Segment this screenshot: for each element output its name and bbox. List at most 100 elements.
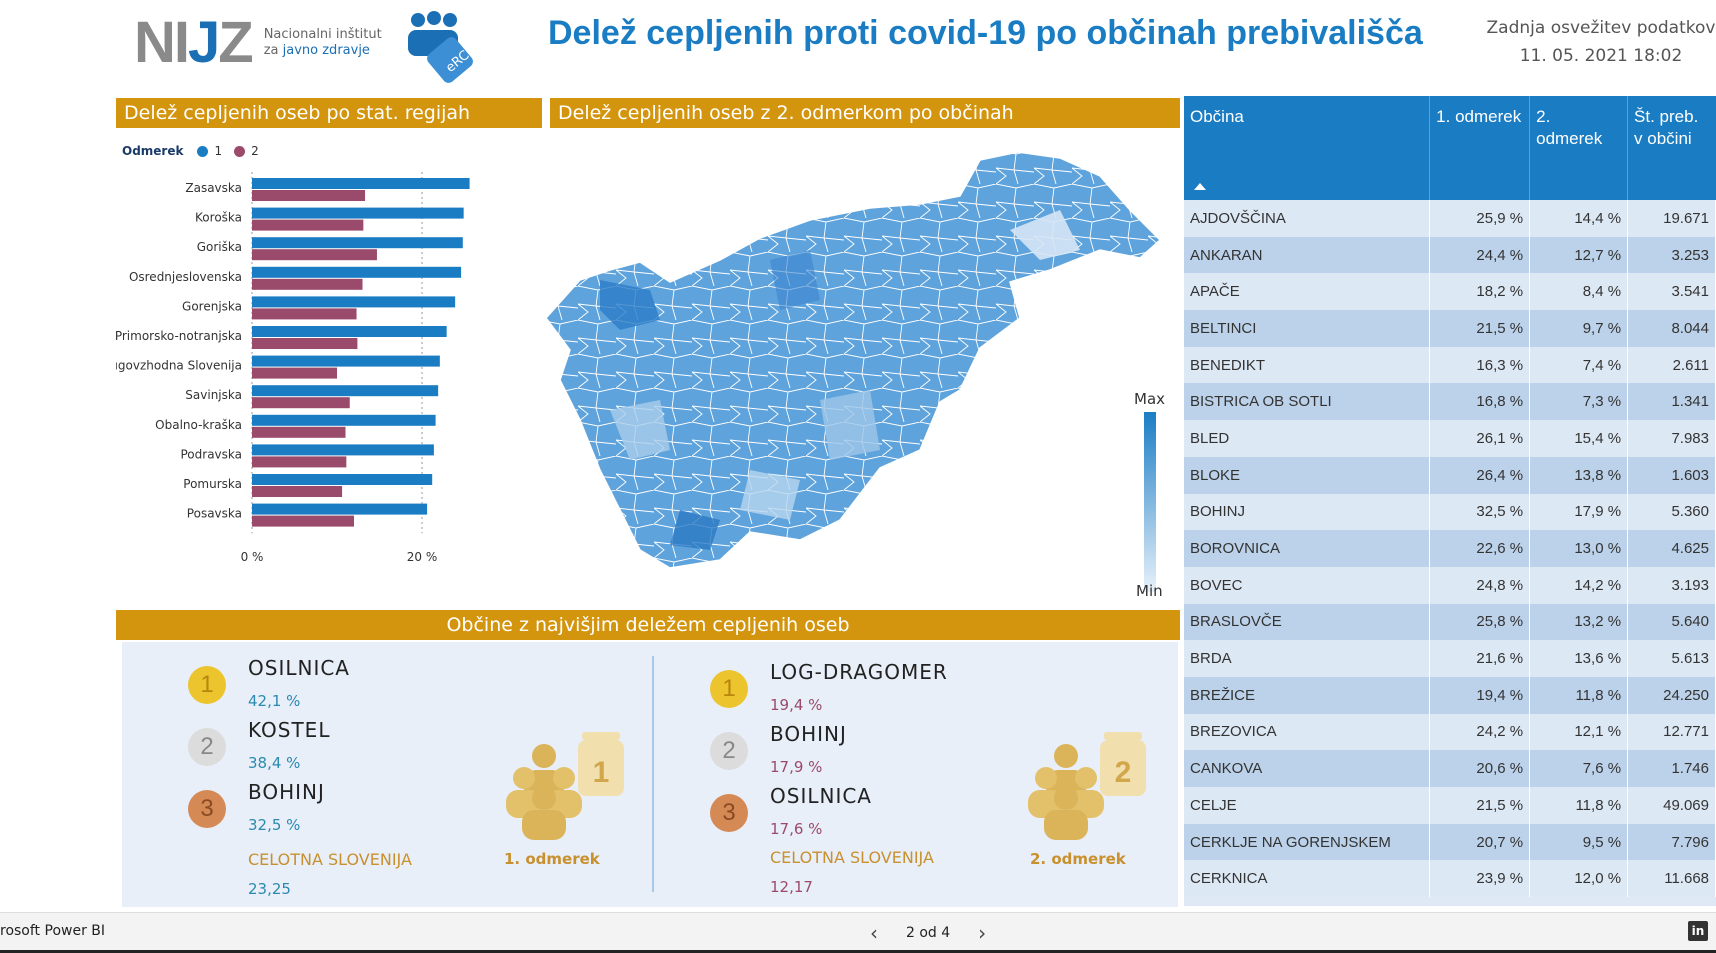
table-row[interactable]: ANKARAN 24,4 % 12,7 % 3.253	[1184, 236, 1716, 274]
regions-bar-chart[interactable]: Zasavska Koroška Goriška Osrednjeslovenska G…	[116, 172, 542, 612]
cell-dose2: 15,4 %	[1529, 420, 1629, 457]
municipality-table[interactable]: Občina 1. odmerek 2. odmerek Št. preb. v…	[1184, 96, 1716, 906]
table-row[interactable]: BOVEC 24,8 % 14,2 % 3.193	[1184, 566, 1716, 604]
table-row[interactable]: CERKLJE NA GORENJSKEM 20,7 % 9,5 % 7.796	[1184, 823, 1716, 861]
cell-population: 4.625	[1627, 530, 1716, 567]
category-label: Zasavska	[185, 181, 242, 195]
cell-obcina: CANKOVA	[1184, 750, 1431, 787]
col-header-obcina[interactable]: Občina	[1184, 96, 1431, 200]
bar-series-1	[252, 355, 440, 367]
cell-obcina: BLOKE	[1184, 456, 1431, 494]
cell-population: 5.640	[1627, 603, 1716, 641]
refresh-label: Zadnja osvežitev podatkov	[1486, 18, 1716, 38]
cell-dose1: 21,6 %	[1429, 640, 1531, 677]
category-label: Gorenjska	[182, 299, 242, 313]
table-row[interactable]: BREZOVICA 24,2 % 12,1 % 12.771	[1184, 713, 1716, 751]
table-row[interactable]: BRASLOVČE 25,8 % 13,2 % 5.640	[1184, 603, 1716, 641]
map-region-highlight	[610, 400, 670, 460]
map-region-highlight	[670, 510, 720, 550]
slovenia-municipalities-map[interactable]	[540, 150, 1180, 580]
page-indicator: 2 od 4	[906, 925, 951, 941]
cell-dose1: 24,8 %	[1429, 566, 1531, 604]
next-page-icon[interactable]: ›	[978, 921, 987, 945]
vial-number: 1	[593, 756, 610, 789]
bar-series-1	[252, 444, 434, 456]
table-row[interactable]: BLOKE 26,4 % 13,8 % 1.603	[1184, 456, 1716, 494]
bar-series-1	[252, 266, 462, 278]
rank-dose2-1-name: LOG-DRAGOMER	[770, 660, 948, 684]
slovenia-outline	[545, 151, 1162, 569]
table-row[interactable]: BELTINCI 21,5 % 9,7 % 8.044	[1184, 310, 1716, 347]
legend-dot-1	[197, 145, 209, 157]
cell-population: 3.253	[1627, 236, 1716, 274]
powerbi-brand-link[interactable]: rosoft Power BI	[0, 923, 106, 939]
cell-dose2: 12,7 %	[1529, 236, 1629, 274]
bar-series-2	[252, 426, 346, 438]
cell-dose2: 8,4 %	[1529, 273, 1629, 311]
col-header-dose2[interactable]: 2. odmerek	[1529, 96, 1629, 200]
chart-legend[interactable]: Odmerek 1 2	[122, 144, 259, 158]
people-vial-1-icon: 1	[506, 732, 624, 840]
cell-population: 24.250	[1627, 676, 1716, 714]
table-row[interactable]: BLED 26,1 % 15,4 % 7.983	[1184, 420, 1716, 457]
cell-dose1: 18,2 %	[1429, 273, 1531, 311]
map-region-highlight	[770, 250, 820, 310]
table-row[interactable]: AJDOVŠČINA 25,9 % 14,4 % 19.671	[1184, 200, 1716, 237]
cell-dose1: 19,4 %	[1429, 676, 1531, 714]
table-row[interactable]: BOROVNICA 22,6 % 13,0 % 4.625	[1184, 530, 1716, 567]
cell-dose1: 16,8 %	[1429, 383, 1531, 421]
page-navigator: ‹ 2 od 4 ›	[870, 921, 986, 945]
table-row[interactable]: CERKNICA 23,9 % 12,0 % 11.668	[1184, 860, 1716, 898]
map-region-highlight	[820, 390, 880, 460]
cell-population: 11.668	[1627, 860, 1716, 898]
table-row[interactable]: CELJE 21,5 % 11,8 % 49.069	[1184, 787, 1716, 824]
cell-dose2: 9,5 %	[1529, 823, 1629, 861]
col-header-dose1[interactable]: 1. odmerek	[1429, 96, 1531, 200]
table-row[interactable]: BREŽICE 19,4 % 11,8 % 24.250	[1184, 676, 1716, 714]
prev-page-icon[interactable]: ‹	[870, 921, 878, 945]
table-row[interactable]: BOHINJ 32,5 % 17,9 % 5.360	[1184, 493, 1716, 531]
scale-gradient	[1144, 412, 1156, 592]
cell-dose2: 14,4 %	[1529, 200, 1629, 237]
x-tick-label: 20 %	[407, 550, 438, 564]
bar-series-2	[252, 219, 364, 231]
cell-dose1: 25,8 %	[1429, 603, 1531, 641]
linkedin-share-icon[interactable]: in	[1688, 921, 1708, 941]
cell-dose2: 14,2 %	[1529, 566, 1629, 604]
bar-series-1	[252, 296, 456, 308]
cell-dose1: 20,7 %	[1429, 823, 1531, 861]
dose2-icon-caption: 2. odmerek	[1030, 850, 1126, 868]
map-title: Delež cepljenih oseb z 2. odmerkom po ob…	[550, 98, 1180, 128]
table-row[interactable]: BENEDIKT 16,3 % 7,4 % 2.611	[1184, 346, 1716, 384]
bar-series-2	[252, 308, 357, 320]
nijz-logo-subtitle: Nacionalni inštitut za javno zdravje	[263, 27, 382, 58]
cell-dose2: 13,2 %	[1529, 603, 1629, 641]
cell-population: 5.360	[1627, 493, 1716, 531]
rank-dose2-2-name: BOHINJ	[770, 722, 847, 746]
table-row[interactable]: BISTRICA OB SOTLI 16,8 % 7,3 % 1.341	[1184, 383, 1716, 421]
rank-dose1-1-name: OSILNICA	[248, 656, 350, 680]
col-header-population[interactable]: Št. preb. v občini	[1627, 96, 1716, 200]
cell-obcina: APAČE	[1184, 273, 1431, 311]
table-row[interactable]: APAČE 18,2 % 8,4 % 3.541	[1184, 273, 1716, 311]
map-color-scale: Max Min	[1130, 390, 1170, 600]
table-row[interactable]: CANKOVA 20,6 % 7,6 % 1.746	[1184, 750, 1716, 787]
cell-population: 5.613	[1627, 640, 1716, 677]
cell-obcina: BISTRICA OB SOTLI	[1184, 383, 1431, 421]
scale-max-label: Max	[1134, 390, 1166, 408]
cell-dose2: 11,8 %	[1529, 676, 1629, 714]
cell-dose1: 25,9 %	[1429, 200, 1531, 237]
cell-obcina: BREŽICE	[1184, 676, 1431, 714]
table-row[interactable]: BRDA 21,6 % 13,6 % 5.613	[1184, 640, 1716, 677]
bar-series-2	[252, 397, 350, 409]
rank-dose1-3-value: 32,5 %	[248, 816, 301, 834]
bar-series-1	[252, 178, 470, 189]
cell-dose1: 26,4 %	[1429, 456, 1531, 494]
legend-label-1: 1	[214, 144, 223, 158]
bar-series-2	[252, 190, 366, 201]
bar-series-1	[252, 385, 439, 397]
cell-dose2: 7,3 %	[1529, 383, 1629, 421]
ranking-divider	[652, 656, 654, 892]
cell-obcina: AJDOVŠČINA	[1184, 200, 1431, 237]
rank-dose1-2-value: 38,4 %	[248, 754, 301, 772]
